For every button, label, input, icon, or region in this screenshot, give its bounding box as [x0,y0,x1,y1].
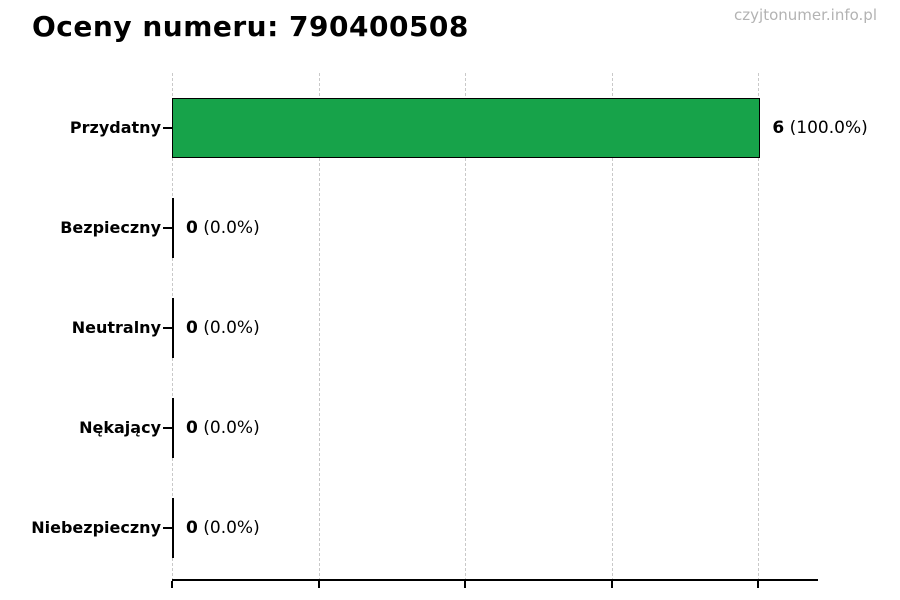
chart-title: Oceny numeru: 790400508 [32,10,469,43]
value-count: 0 [186,417,198,438]
value-count: 0 [186,517,198,538]
bar-row: Nękający 0 (0.0%) [0,397,900,458]
x-axis-tick [610,581,613,588]
value-percent: (0.0%) [203,217,260,238]
value-percent: (100.0%) [789,117,868,138]
y-axis-tick [163,126,172,129]
category-label: Bezpieczny [60,217,161,237]
y-axis-tick [163,426,172,429]
bar-row: Bezpieczny 0 (0.0%) [0,197,900,258]
y-axis-tick [163,326,172,329]
category-label: Niebezpieczny [31,517,161,537]
value-count: 6 [772,117,785,138]
value-percent: (0.0%) [203,417,260,438]
x-axis-tick [317,581,320,588]
bar [172,297,174,358]
value-count: 0 [186,217,198,238]
x-axis-tick [464,581,467,588]
y-axis-tick [163,526,172,529]
gridline [611,73,613,581]
bar-row: Neutralny 0 (0.0%) [0,297,900,358]
gridline [465,73,467,581]
bar [172,97,761,158]
value-percent: (0.0%) [203,317,260,338]
x-axis-line [172,579,818,581]
value-label: 0 (0.0%) [186,198,260,258]
y-axis-tick [163,226,172,229]
value-percent: (0.0%) [203,517,260,538]
bar-row: Niebezpieczny 0 (0.0%) [0,497,900,558]
value-label: 6 (100.0%) [772,98,867,158]
bar [172,397,174,458]
bar [172,197,174,258]
gridline [758,73,760,581]
bar [172,497,174,558]
watermark: czyjtonumer.info.pl [734,6,877,24]
x-axis-tick [757,581,760,588]
gridline [318,73,320,581]
category-label: Nękający [79,417,161,437]
value-label: 0 (0.0%) [186,298,260,358]
category-label: Przydatny [69,117,161,137]
value-count: 0 [186,317,198,338]
x-axis-tick [171,581,173,588]
category-label: Neutralny [71,317,161,337]
bar-row: Przydatny 6 (100.0%) [0,97,900,158]
value-label: 0 (0.0%) [186,498,260,558]
value-label: 0 (0.0%) [186,398,260,458]
